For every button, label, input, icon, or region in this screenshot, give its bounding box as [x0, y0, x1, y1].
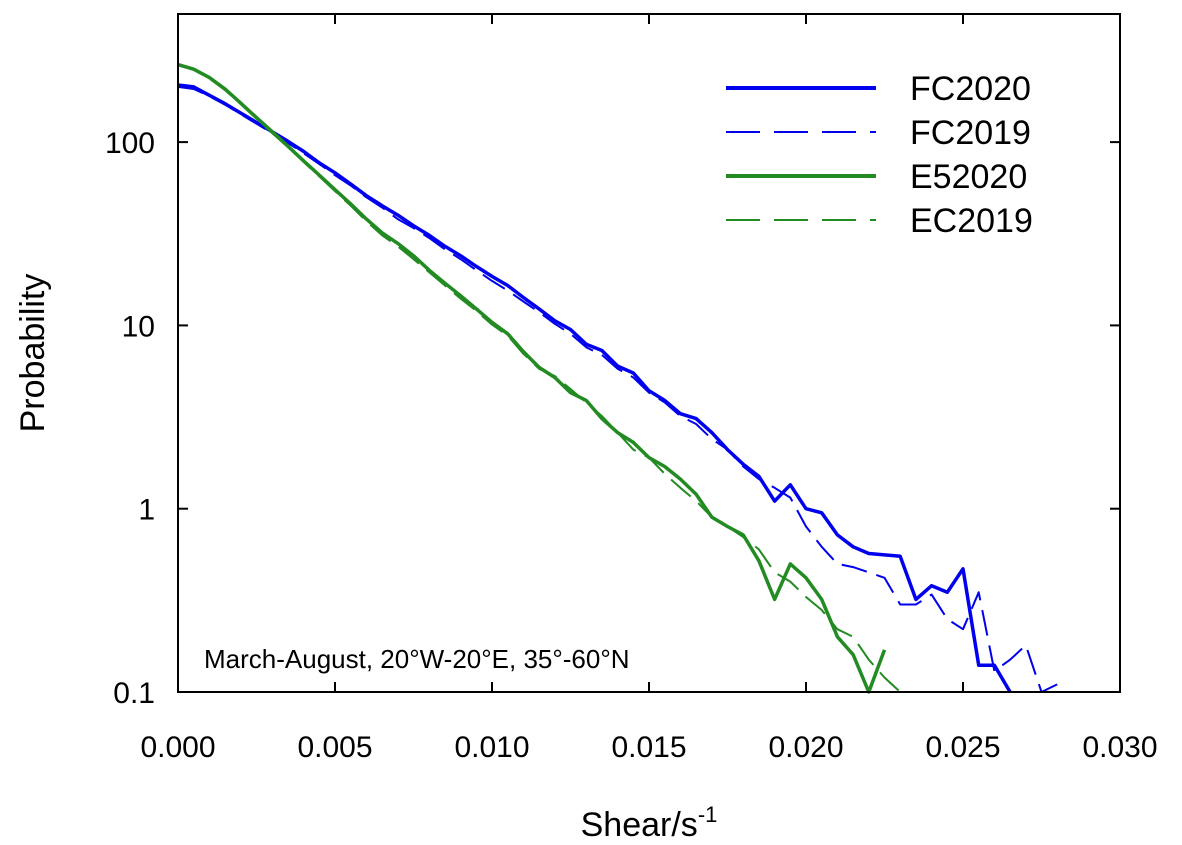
region-annotation: March-August, 20°W-20°E, 35°-60°N — [204, 644, 630, 674]
x-axis-label: Shear/s-1 — [581, 802, 718, 844]
legend-label-e52020: E52020 — [910, 158, 1027, 196]
plot-series — [177, 62, 1058, 694]
x-tick-label: 0.020 — [768, 731, 843, 764]
y-axis-label: Probability — [14, 274, 52, 433]
x-tick-label: 0.030 — [1082, 731, 1157, 764]
axis-ticks — [177, 14, 1121, 693]
series-line-e52020 — [177, 62, 887, 694]
axis-tick-labels: 0.000 0.005 0.010 0.015 0.020 0.025 0.030 0.1 1 1… — [105, 127, 1158, 764]
series-line-fc2020 — [177, 83, 1012, 693]
series-line-ec2019 — [177, 64, 916, 693]
legend-label-fc2019: FC2019 — [910, 114, 1031, 152]
x-tick-label: 0.005 — [297, 731, 372, 764]
x-tick-label: 0.015 — [611, 731, 686, 764]
x-tick-label: 0.000 — [140, 731, 215, 764]
y-tick-label: 1 — [138, 494, 155, 527]
y-tick-label: 10 — [122, 310, 155, 343]
legend-label-ec2019: EC2019 — [910, 202, 1033, 240]
x-axis-label-superscript: -1 — [698, 802, 718, 827]
x-tick-label: 0.010 — [454, 731, 529, 764]
legend-label-fc2020: FC2020 — [910, 70, 1031, 108]
x-axis-label-base: Shear/s — [581, 806, 698, 844]
y-tick-label: 0.1 — [113, 677, 155, 710]
x-tick-label: 0.025 — [925, 731, 1000, 764]
series-line-fc2019 — [177, 85, 1058, 693]
legend: FC2020 FC2019 E52020 EC2019 — [726, 70, 1033, 240]
y-tick-label: 100 — [105, 127, 155, 160]
